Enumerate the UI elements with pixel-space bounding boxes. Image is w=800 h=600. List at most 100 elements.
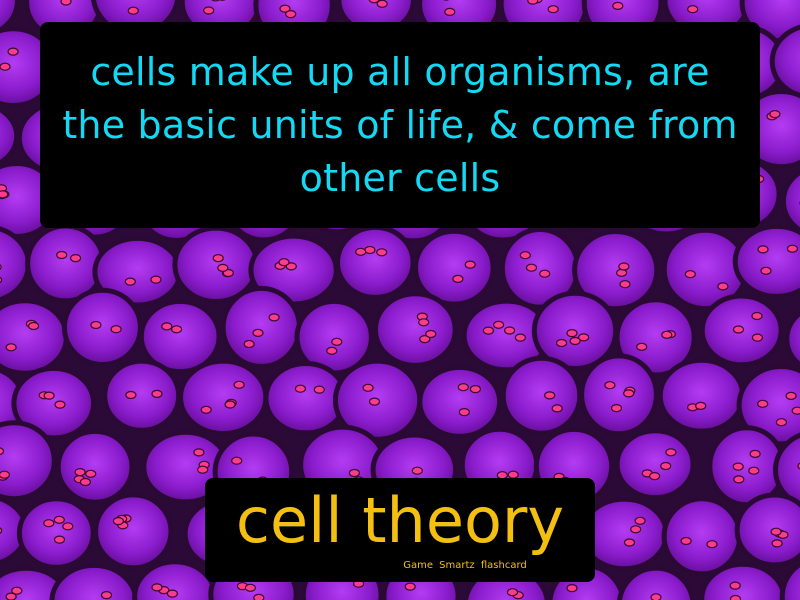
nucleus-shape xyxy=(0,527,3,534)
nucleus-shape xyxy=(53,515,65,524)
nucleus-shape xyxy=(110,325,122,334)
nucleus-shape xyxy=(506,588,519,597)
nucleus-shape xyxy=(771,539,783,548)
cell-shape xyxy=(220,285,302,369)
nucleus-shape xyxy=(278,258,290,267)
nucleus-shape xyxy=(729,594,742,600)
nucleus-shape xyxy=(0,470,10,479)
term-title: cell theory xyxy=(235,484,565,557)
nucleus-shape xyxy=(425,329,437,339)
nucleus-shape xyxy=(0,264,2,271)
nucleus-shape xyxy=(544,391,556,400)
cell-shape xyxy=(614,428,696,501)
nucleus-shape xyxy=(687,5,699,14)
nucleus-shape xyxy=(444,7,456,16)
nucleus-shape xyxy=(751,311,763,321)
cell-shape xyxy=(93,492,174,571)
cell-shape xyxy=(780,169,800,234)
nucleus-shape xyxy=(217,263,229,272)
nucleus-shape xyxy=(411,466,423,475)
nucleus-shape xyxy=(760,266,772,275)
nucleus-shape xyxy=(53,535,66,544)
nucleus-shape xyxy=(313,385,325,394)
nucleus-shape xyxy=(11,586,23,595)
nucleus-shape xyxy=(150,275,162,284)
nucleus-shape xyxy=(458,408,470,417)
cell-shape xyxy=(0,298,69,376)
nucleus-shape xyxy=(231,456,243,465)
nucleus-shape xyxy=(285,262,297,271)
nucleus-shape xyxy=(733,475,745,484)
cell-shape xyxy=(0,106,20,166)
nucleus-shape xyxy=(112,516,125,526)
nucleus-shape xyxy=(124,277,136,286)
nucleus-shape xyxy=(610,404,623,413)
nucleus-shape xyxy=(268,313,280,322)
cell-shape xyxy=(773,432,800,508)
nucleus-shape xyxy=(74,468,86,477)
nucleus-shape xyxy=(630,525,642,534)
nucleus-shape xyxy=(348,468,360,478)
nucleus-shape xyxy=(748,466,760,475)
nucleus-shape xyxy=(525,263,538,272)
nucleus-shape xyxy=(244,583,256,592)
nucleus-shape xyxy=(514,333,527,342)
nucleus-shape xyxy=(665,448,677,457)
nucleus-shape xyxy=(54,400,66,409)
nucleus-shape xyxy=(127,6,139,15)
cell-shape xyxy=(661,496,743,577)
cell-shape xyxy=(784,310,800,368)
nucleus-shape xyxy=(56,250,68,260)
cell-shape xyxy=(102,358,182,433)
definition-box: cells make up all organisms, are the bas… xyxy=(40,22,760,228)
cell-shape xyxy=(49,562,139,600)
nucleus-shape xyxy=(151,583,163,592)
nucleus-shape xyxy=(650,593,662,600)
cell-shape xyxy=(734,492,800,568)
nucleus-shape xyxy=(791,406,800,415)
term-box: cell theory Game Smartz flashcard xyxy=(205,478,595,582)
nucleus-shape xyxy=(555,338,568,348)
nucleus-shape xyxy=(566,329,578,338)
cell-shape xyxy=(55,428,135,505)
nucleus-shape xyxy=(634,516,646,525)
cell-shape xyxy=(769,24,800,99)
nucleus-shape xyxy=(5,592,17,600)
nucleus-shape xyxy=(504,326,516,335)
nucleus-shape xyxy=(469,385,481,394)
nucleus-shape xyxy=(193,448,205,457)
nucleus-shape xyxy=(757,399,769,408)
nucleus-shape xyxy=(418,318,430,327)
nucleus-shape xyxy=(729,581,741,590)
nucleus-shape xyxy=(786,244,799,253)
nucleus-shape xyxy=(253,593,265,600)
nucleus-shape xyxy=(197,465,209,474)
cell-shape xyxy=(500,355,583,436)
nucleus-shape xyxy=(0,276,3,284)
nucleus-shape xyxy=(775,418,788,427)
nucleus-shape xyxy=(419,335,431,344)
nucleus-shape xyxy=(364,245,376,255)
nucleus-shape xyxy=(749,449,761,458)
nucleus-shape xyxy=(618,262,630,271)
cell-shape xyxy=(417,364,503,439)
nucleus-shape xyxy=(493,320,505,329)
nucleus-shape xyxy=(612,1,624,11)
nucleus-shape xyxy=(85,469,97,478)
nucleus-shape xyxy=(62,522,74,531)
nucleus-shape xyxy=(0,447,5,456)
nucleus-shape xyxy=(706,540,718,549)
nucleus-shape xyxy=(7,47,19,56)
nucleus-shape xyxy=(757,245,769,254)
cell-shape xyxy=(178,358,269,436)
nucleus-shape xyxy=(404,582,416,591)
nucleus-shape xyxy=(684,270,696,279)
nucleus-shape xyxy=(326,346,338,355)
nucleus-shape xyxy=(212,254,224,263)
nucleus-shape xyxy=(151,389,163,398)
nucleus-shape xyxy=(166,589,178,598)
nucleus-shape xyxy=(5,343,17,352)
nucleus-shape xyxy=(285,10,297,19)
nucleus-shape xyxy=(569,336,581,346)
cell-shape xyxy=(372,291,458,368)
